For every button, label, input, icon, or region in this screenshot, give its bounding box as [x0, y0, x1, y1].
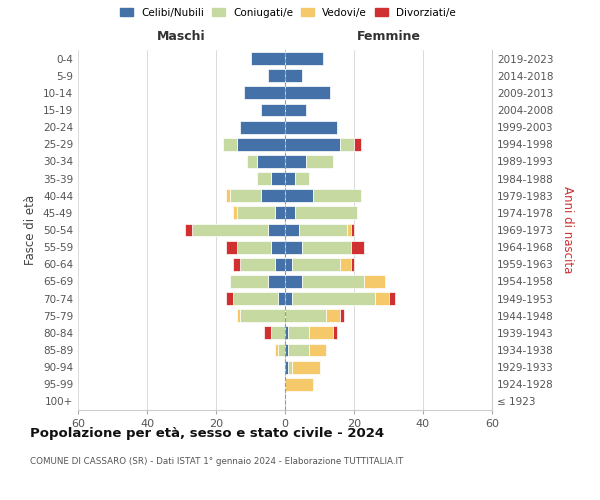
Bar	[278, 292, 285, 305]
Bar	[285, 138, 340, 150]
Y-axis label: Anni di nascita: Anni di nascita	[562, 186, 574, 274]
Bar	[285, 326, 289, 340]
Bar	[233, 206, 237, 220]
Bar	[285, 172, 295, 185]
Text: COMUNE DI CASSARO (SR) - Dati ISTAT 1° gennaio 2024 - Elaborazione TUTTITALIA.IT: COMUNE DI CASSARO (SR) - Dati ISTAT 1° g…	[30, 458, 403, 466]
Bar	[289, 326, 309, 340]
Bar	[192, 224, 268, 236]
Bar	[285, 275, 302, 288]
Bar	[257, 172, 271, 185]
Bar	[275, 206, 285, 220]
Bar	[285, 86, 330, 100]
Bar	[285, 344, 289, 356]
Bar	[223, 138, 237, 150]
Bar	[364, 275, 385, 288]
Bar	[309, 344, 326, 356]
Bar	[309, 326, 334, 340]
Bar	[268, 275, 285, 288]
Bar	[226, 292, 233, 305]
Text: Maschi: Maschi	[157, 30, 206, 43]
Bar	[295, 206, 358, 220]
Bar	[285, 206, 295, 220]
Bar	[350, 240, 364, 254]
Bar	[185, 224, 192, 236]
Bar	[233, 292, 278, 305]
Bar	[275, 258, 285, 270]
Bar	[292, 258, 340, 270]
Bar	[251, 52, 285, 65]
Bar	[271, 172, 285, 185]
Bar	[285, 360, 289, 374]
Bar	[354, 138, 361, 150]
Bar	[292, 292, 374, 305]
Bar	[233, 258, 240, 270]
Bar	[285, 52, 323, 65]
Bar	[285, 224, 299, 236]
Bar	[240, 310, 285, 322]
Bar	[285, 292, 292, 305]
Bar	[292, 360, 320, 374]
Y-axis label: Fasce di età: Fasce di età	[25, 195, 37, 265]
Bar	[226, 190, 230, 202]
Text: Femmine: Femmine	[356, 30, 421, 43]
Bar	[236, 240, 271, 254]
Bar	[285, 104, 306, 117]
Bar	[265, 326, 271, 340]
Bar	[326, 310, 340, 322]
Bar	[313, 190, 361, 202]
Bar	[340, 138, 354, 150]
Bar	[285, 240, 302, 254]
Bar	[268, 70, 285, 82]
Bar	[347, 224, 350, 236]
Bar	[271, 326, 285, 340]
Bar	[244, 86, 285, 100]
Bar	[237, 310, 240, 322]
Bar	[271, 240, 285, 254]
Bar	[340, 310, 344, 322]
Bar	[340, 258, 350, 270]
Bar	[374, 292, 389, 305]
Bar	[334, 326, 337, 340]
Bar	[240, 258, 275, 270]
Bar	[278, 344, 285, 356]
Bar	[268, 224, 285, 236]
Bar	[285, 70, 302, 82]
Bar	[285, 155, 306, 168]
Bar	[247, 155, 257, 168]
Bar	[389, 292, 395, 305]
Text: Popolazione per età, sesso e stato civile - 2024: Popolazione per età, sesso e stato civil…	[30, 428, 384, 440]
Bar	[261, 104, 285, 117]
Bar	[261, 190, 285, 202]
Bar	[240, 120, 285, 134]
Bar	[226, 240, 237, 254]
Bar	[299, 224, 347, 236]
Bar	[236, 206, 275, 220]
Bar	[285, 120, 337, 134]
Bar	[285, 310, 326, 322]
Bar	[230, 275, 268, 288]
Bar	[285, 258, 292, 270]
Bar	[302, 240, 350, 254]
Bar	[302, 275, 364, 288]
Bar	[350, 258, 354, 270]
Bar	[306, 155, 334, 168]
Legend: Celibi/Nubili, Coniugati/e, Vedovi/e, Divorziati/e: Celibi/Nubili, Coniugati/e, Vedovi/e, Di…	[120, 8, 456, 18]
Bar	[275, 344, 278, 356]
Bar	[237, 138, 285, 150]
Bar	[257, 155, 285, 168]
Bar	[295, 172, 309, 185]
Bar	[350, 224, 354, 236]
Bar	[285, 190, 313, 202]
Bar	[285, 378, 313, 390]
Bar	[289, 360, 292, 374]
Bar	[289, 344, 309, 356]
Bar	[230, 190, 261, 202]
